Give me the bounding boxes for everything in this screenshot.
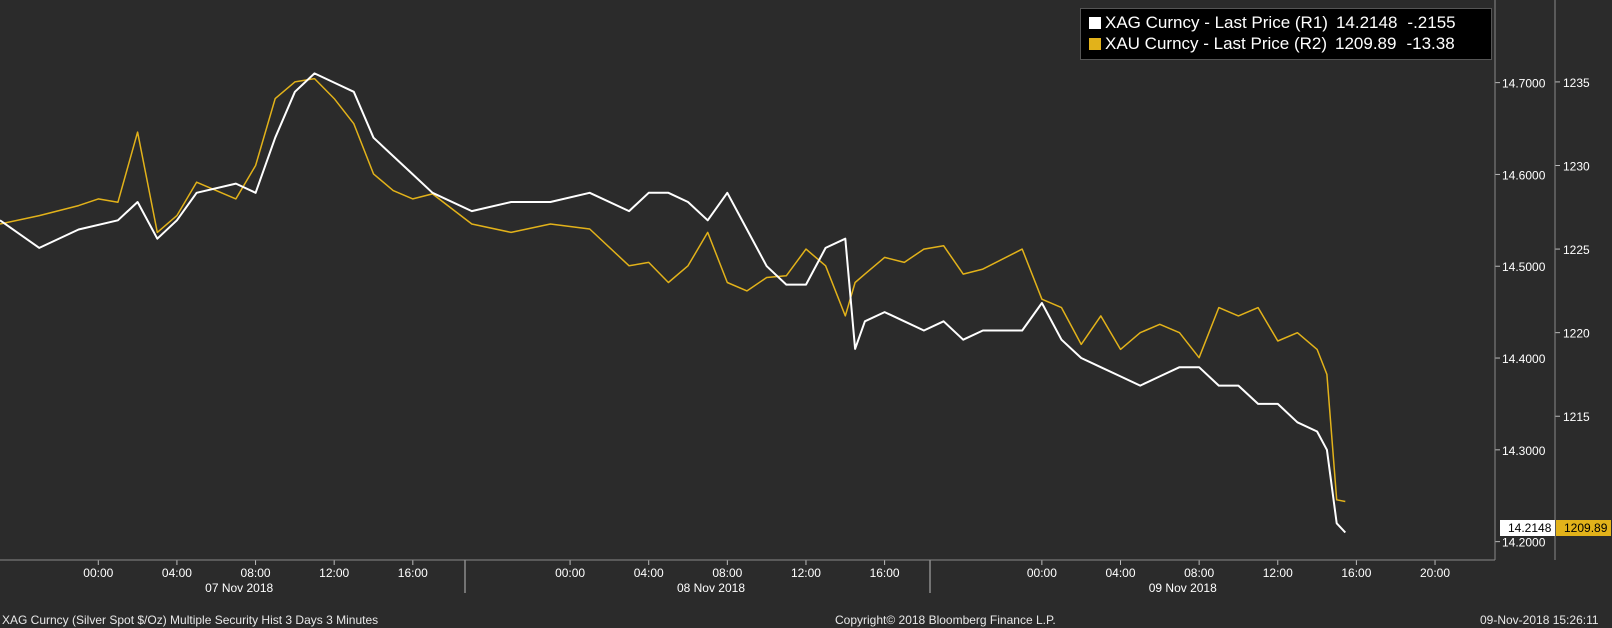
legend-entry-xau: XAU Curncy - Last Price (R2) 1209.89 -13… <box>1089 33 1483 54</box>
footer-copyright: Copyright© 2018 Bloomberg Finance L.P. <box>835 613 1056 627</box>
time-tick-label: 08:00 <box>241 566 271 580</box>
xag-series-line <box>0 72 1347 534</box>
time-tick-label: 08:00 <box>1184 566 1214 580</box>
series-lines <box>0 72 1347 534</box>
xag-tick-label: 14.2000 <box>1502 536 1546 550</box>
xag-axis-ticks: 14.7000 14.6000 14.5000 14.4000 14.3000 14.20… <box>1495 77 1546 550</box>
legend-last-value: 1209.89 <box>1335 33 1397 53</box>
time-tick-label: 20:00 <box>1420 566 1450 580</box>
legend: XAG Curncy - Last Price (R1) 14.2148 -.2… <box>1080 8 1492 60</box>
date-label: 09 Nov 2018 <box>1149 581 1217 595</box>
xag-tick-label: 14.4000 <box>1502 352 1546 366</box>
footer-description: XAG Curncy (Silver Spot $/Oz) Multiple S… <box>2 613 379 627</box>
date-label: 07 Nov 2018 <box>205 581 273 595</box>
xau-tick-label: 1230 <box>1563 159 1590 173</box>
legend-label: XAU Curncy - Last Price (R2) <box>1105 33 1327 53</box>
chart-canvas: 14.7000 14.6000 14.5000 14.4000 14.3000 14.20… <box>0 0 1590 595</box>
time-tick-label: 04:00 <box>1105 566 1135 580</box>
xau-tick-label: 1215 <box>1563 410 1590 424</box>
xag-tick-label: 14.5000 <box>1502 260 1546 274</box>
time-tick-label: 00:00 <box>555 566 585 580</box>
footer-bar: XAG Curncy (Silver Spot $/Oz) Multiple S… <box>0 611 1612 628</box>
time-tick-label: 12:00 <box>791 566 821 580</box>
time-tick-label: 04:00 <box>634 566 664 580</box>
time-tick-label: 00:00 <box>1027 566 1057 580</box>
time-tick-label: 08:00 <box>712 566 742 580</box>
time-tick-label: 04:00 <box>162 566 192 580</box>
legend-change: -.2155 <box>1407 12 1456 32</box>
xau-tick-label: 1220 <box>1563 327 1590 341</box>
xau-tick-label: 1225 <box>1563 243 1590 257</box>
time-tick-label: 16:00 <box>1341 566 1371 580</box>
xag-tick-label: 14.7000 <box>1502 77 1546 91</box>
xau-last-price-tag: 1209.89 <box>1556 520 1612 536</box>
xag-tick-label: 14.3000 <box>1502 444 1546 458</box>
xau-axis-ticks: 1235 1230 1225 1220 1215 <box>1555 76 1590 424</box>
xag-last-price-tag: 14.2148 <box>1500 520 1556 536</box>
xag-tick-label: 14.6000 <box>1502 168 1546 182</box>
legend-label: XAG Curncy - Last Price (R1) <box>1105 12 1328 32</box>
footer-timestamp: 09-Nov-2018 15:26:11 <box>1480 613 1599 627</box>
time-tick-label: 16:00 <box>870 566 900 580</box>
time-tick-label: 00:00 <box>83 566 113 580</box>
legend-swatch-white <box>1089 16 1101 29</box>
legend-swatch-gold <box>1089 37 1101 50</box>
xau-series-line <box>0 77 1346 503</box>
xau-tick-label: 1235 <box>1563 76 1590 90</box>
legend-entry-xag: XAG Curncy - Last Price (R1) 14.2148 -.2… <box>1089 12 1483 33</box>
time-tick-label: 12:00 <box>319 566 349 580</box>
legend-last-value: 14.2148 <box>1335 12 1398 32</box>
date-label: 08 Nov 2018 <box>677 581 745 595</box>
time-tick-label: 16:00 <box>398 566 428 580</box>
legend-change: -13.38 <box>1406 33 1455 53</box>
time-axis: 00:00 04:00 08:00 12:00 16:00 00:00 04:00 08:00… <box>83 560 1450 595</box>
time-tick-label: 12:00 <box>1263 566 1293 580</box>
